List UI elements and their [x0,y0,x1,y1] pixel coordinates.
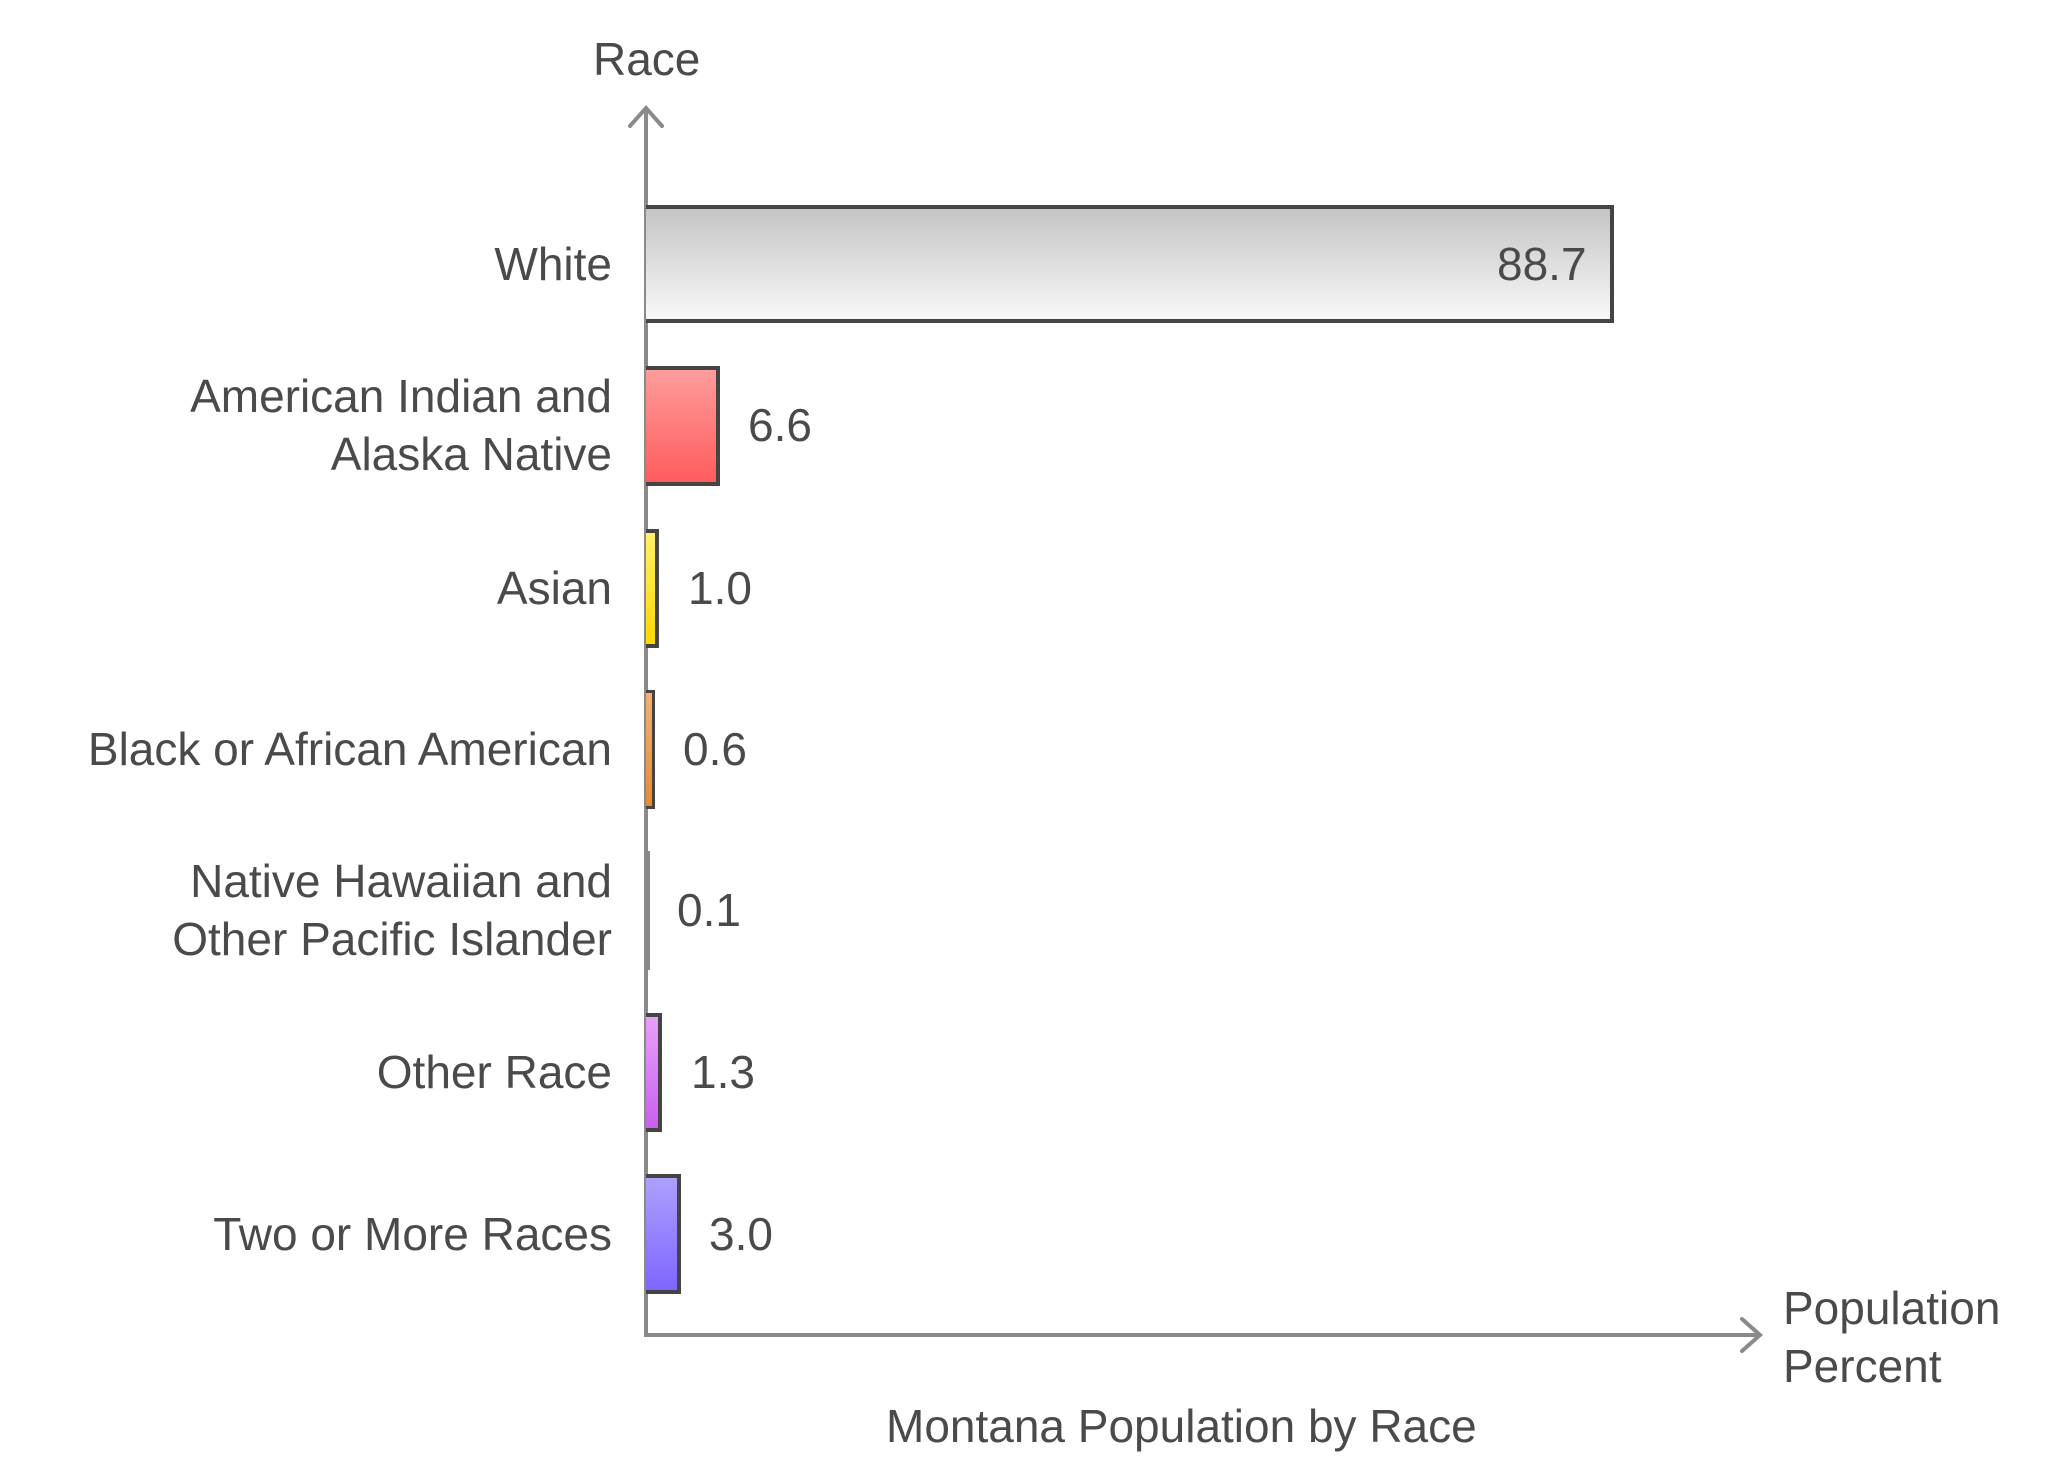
value-label: 1.0 [688,562,752,614]
category-label: Asian [496,562,612,614]
category-label: Black or African American [87,723,612,775]
value-label: 6.6 [748,399,812,451]
bar-two-or-more [646,1174,681,1294]
bar-white [646,205,1614,323]
category-label: Two or More Races [213,1208,612,1260]
value-label: 88.7 [1497,238,1587,290]
x-axis-title: Population Percent [1783,1282,2001,1392]
y-axis-title: Race [593,33,701,85]
category-label: White [494,238,612,290]
bar-black [646,690,655,809]
value-label: 0.1 [677,884,741,936]
bar-asian [646,529,659,648]
bar-other-race [646,1013,662,1132]
chart-title: Montana Population by Race [886,1400,1477,1452]
value-label: 1.3 [691,1046,755,1098]
category-label: Native Hawaiian and Other Pacific Island… [172,855,612,965]
category-label: American Indian and Alaska Native [190,370,612,480]
category-label: Other Race [376,1046,612,1098]
value-label: 0.6 [683,723,747,775]
bar-american-indian [646,366,720,486]
value-label: 3.0 [709,1208,773,1260]
bar-native-hawaiian [646,851,650,970]
